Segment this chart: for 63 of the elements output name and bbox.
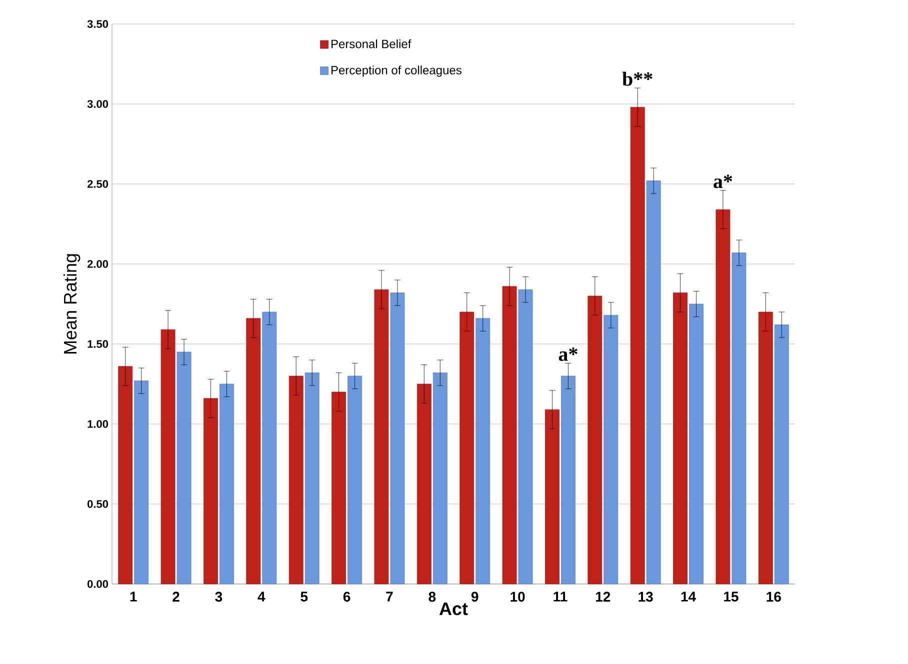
y-tick-label: 1.50 [88, 340, 108, 348]
x-tick-label: 11 [554, 592, 568, 602]
bar [758, 312, 773, 584]
bar [545, 409, 560, 584]
bar [374, 289, 389, 584]
y-tick-label: 3.00 [87, 100, 108, 108]
y-tick-label: 0.00 [88, 580, 108, 588]
bar [604, 314, 618, 584]
x-tick-label: 6 [343, 592, 350, 602]
bar [432, 372, 448, 584]
x-tick-label: 10 [510, 592, 525, 602]
bar [673, 292, 688, 584]
x-tick-label: 14 [681, 592, 696, 602]
bar [262, 312, 277, 584]
y-axis-title: Mean Rating [63, 254, 80, 354]
x-tick-label: 4 [258, 592, 266, 602]
x-axis-title: Act [439, 602, 468, 616]
annotation: a* [558, 348, 578, 361]
bar [390, 292, 405, 584]
bar [476, 318, 490, 584]
bar [518, 289, 533, 584]
x-tick-label: 5 [300, 592, 308, 602]
annotation: a* [714, 174, 732, 188]
bar [502, 286, 517, 584]
x-tick-label: 16 [766, 592, 781, 602]
bar [588, 296, 602, 584]
bar [561, 376, 576, 584]
bar [118, 366, 133, 584]
y-tick-label: 2.50 [87, 180, 108, 188]
bar [304, 372, 320, 584]
bar [774, 324, 789, 584]
bar [134, 380, 149, 584]
bar [176, 352, 192, 584]
bar [160, 329, 176, 584]
bar [288, 376, 304, 584]
bar [460, 312, 474, 584]
x-tick-label: 1 [130, 592, 137, 602]
x-tick-label: 15 [724, 592, 738, 602]
legend-label: Personal Belief [331, 39, 412, 48]
bar [716, 209, 730, 584]
y-tick-label: 1.00 [88, 420, 108, 428]
x-tick-label: 2 [172, 592, 180, 602]
bar [416, 384, 432, 584]
bar [220, 384, 234, 584]
bar [732, 252, 746, 584]
bar [246, 318, 261, 584]
bar [348, 376, 362, 584]
y-tick-label: 3.50 [87, 20, 108, 28]
x-tick-label: 3 [215, 592, 222, 602]
bar [204, 398, 218, 584]
x-tick-label: 8 [428, 592, 436, 602]
legend-label: Perception of colleagues [331, 66, 462, 77]
y-tick-label: 2.00 [87, 260, 108, 268]
bar [630, 106, 645, 584]
annotation: b** [622, 72, 652, 86]
y-tick-label: 0.50 [88, 500, 108, 508]
bar [646, 180, 661, 584]
bar [689, 304, 704, 584]
x-tick-label: 12 [596, 592, 610, 602]
x-tick-label: 9 [471, 592, 478, 602]
x-tick-label: 7 [386, 592, 393, 602]
bar [332, 392, 346, 584]
x-tick-label: 13 [638, 592, 653, 602]
